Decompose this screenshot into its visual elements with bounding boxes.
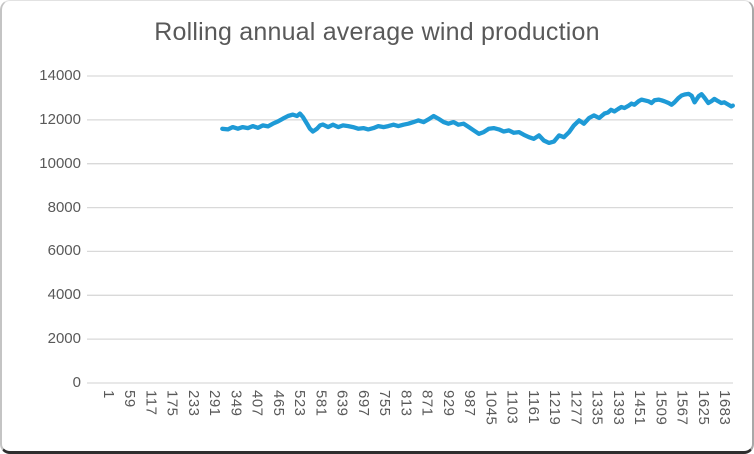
x-axis-tick-label: 1567: [673, 390, 691, 426]
x-axis-tick-label: 291: [206, 390, 224, 417]
y-axis-tick-label: 10000: [39, 154, 81, 172]
x-axis-tick-label: 1625: [694, 390, 712, 426]
x-axis-tick-label: 1161: [524, 390, 542, 425]
x-axis-tick-label: 639: [333, 390, 351, 417]
x-axis-tick-label: 59: [121, 390, 139, 408]
x-axis-tick-label: 1045: [482, 390, 500, 426]
x-axis-tick-label: 175: [163, 390, 181, 417]
y-axis-tick-label: 4000: [47, 286, 81, 304]
x-axis-tick-label: 465: [269, 390, 287, 417]
x-axis-tick-label: 233: [185, 390, 202, 417]
y-axis-tick-label: 12000: [39, 110, 81, 128]
x-axis-tick-label: 349: [227, 390, 245, 417]
x-axis-tick-label: 1103: [503, 390, 521, 425]
x-axis-tick-label: 929: [439, 390, 457, 417]
y-axis-tick-label: 2000: [47, 330, 81, 348]
y-axis-tick-label: 0: [72, 374, 81, 391]
x-axis-tick-label: 581: [312, 390, 330, 417]
x-axis-tick-label: 813: [397, 390, 415, 417]
x-axis-tick-label: 523: [291, 390, 309, 417]
x-axis-tick-label: 1683: [716, 390, 733, 426]
y-axis-tick-label: 14000: [39, 67, 81, 84]
x-axis-tick-label: 1451: [631, 390, 648, 426]
x-axis-tick-label: 987: [461, 390, 479, 417]
x-axis-tick-label: 871: [418, 390, 436, 417]
y-axis-tick-label: 8000: [47, 198, 81, 216]
x-axis-tick-label: 697: [354, 390, 372, 417]
x-axis-tick-label: 1219: [546, 390, 564, 426]
x-axis-tick-label: 755: [376, 390, 394, 417]
x-axis-tick-label: 407: [248, 390, 266, 417]
x-axis-tick-label: 117: [142, 390, 160, 416]
wind-production-line: [220, 91, 735, 146]
chart-title: Rolling annual average wind production: [154, 18, 600, 46]
x-axis-tick-label: 1277: [567, 390, 585, 426]
x-axis-tick-label: 1509: [652, 390, 670, 426]
y-axis-tick-label: 6000: [47, 242, 81, 260]
x-axis-tick-label: 1393: [609, 390, 627, 426]
x-axis-tick-label: 1335: [588, 390, 606, 426]
x-axis-tick-label: 1: [100, 390, 117, 399]
